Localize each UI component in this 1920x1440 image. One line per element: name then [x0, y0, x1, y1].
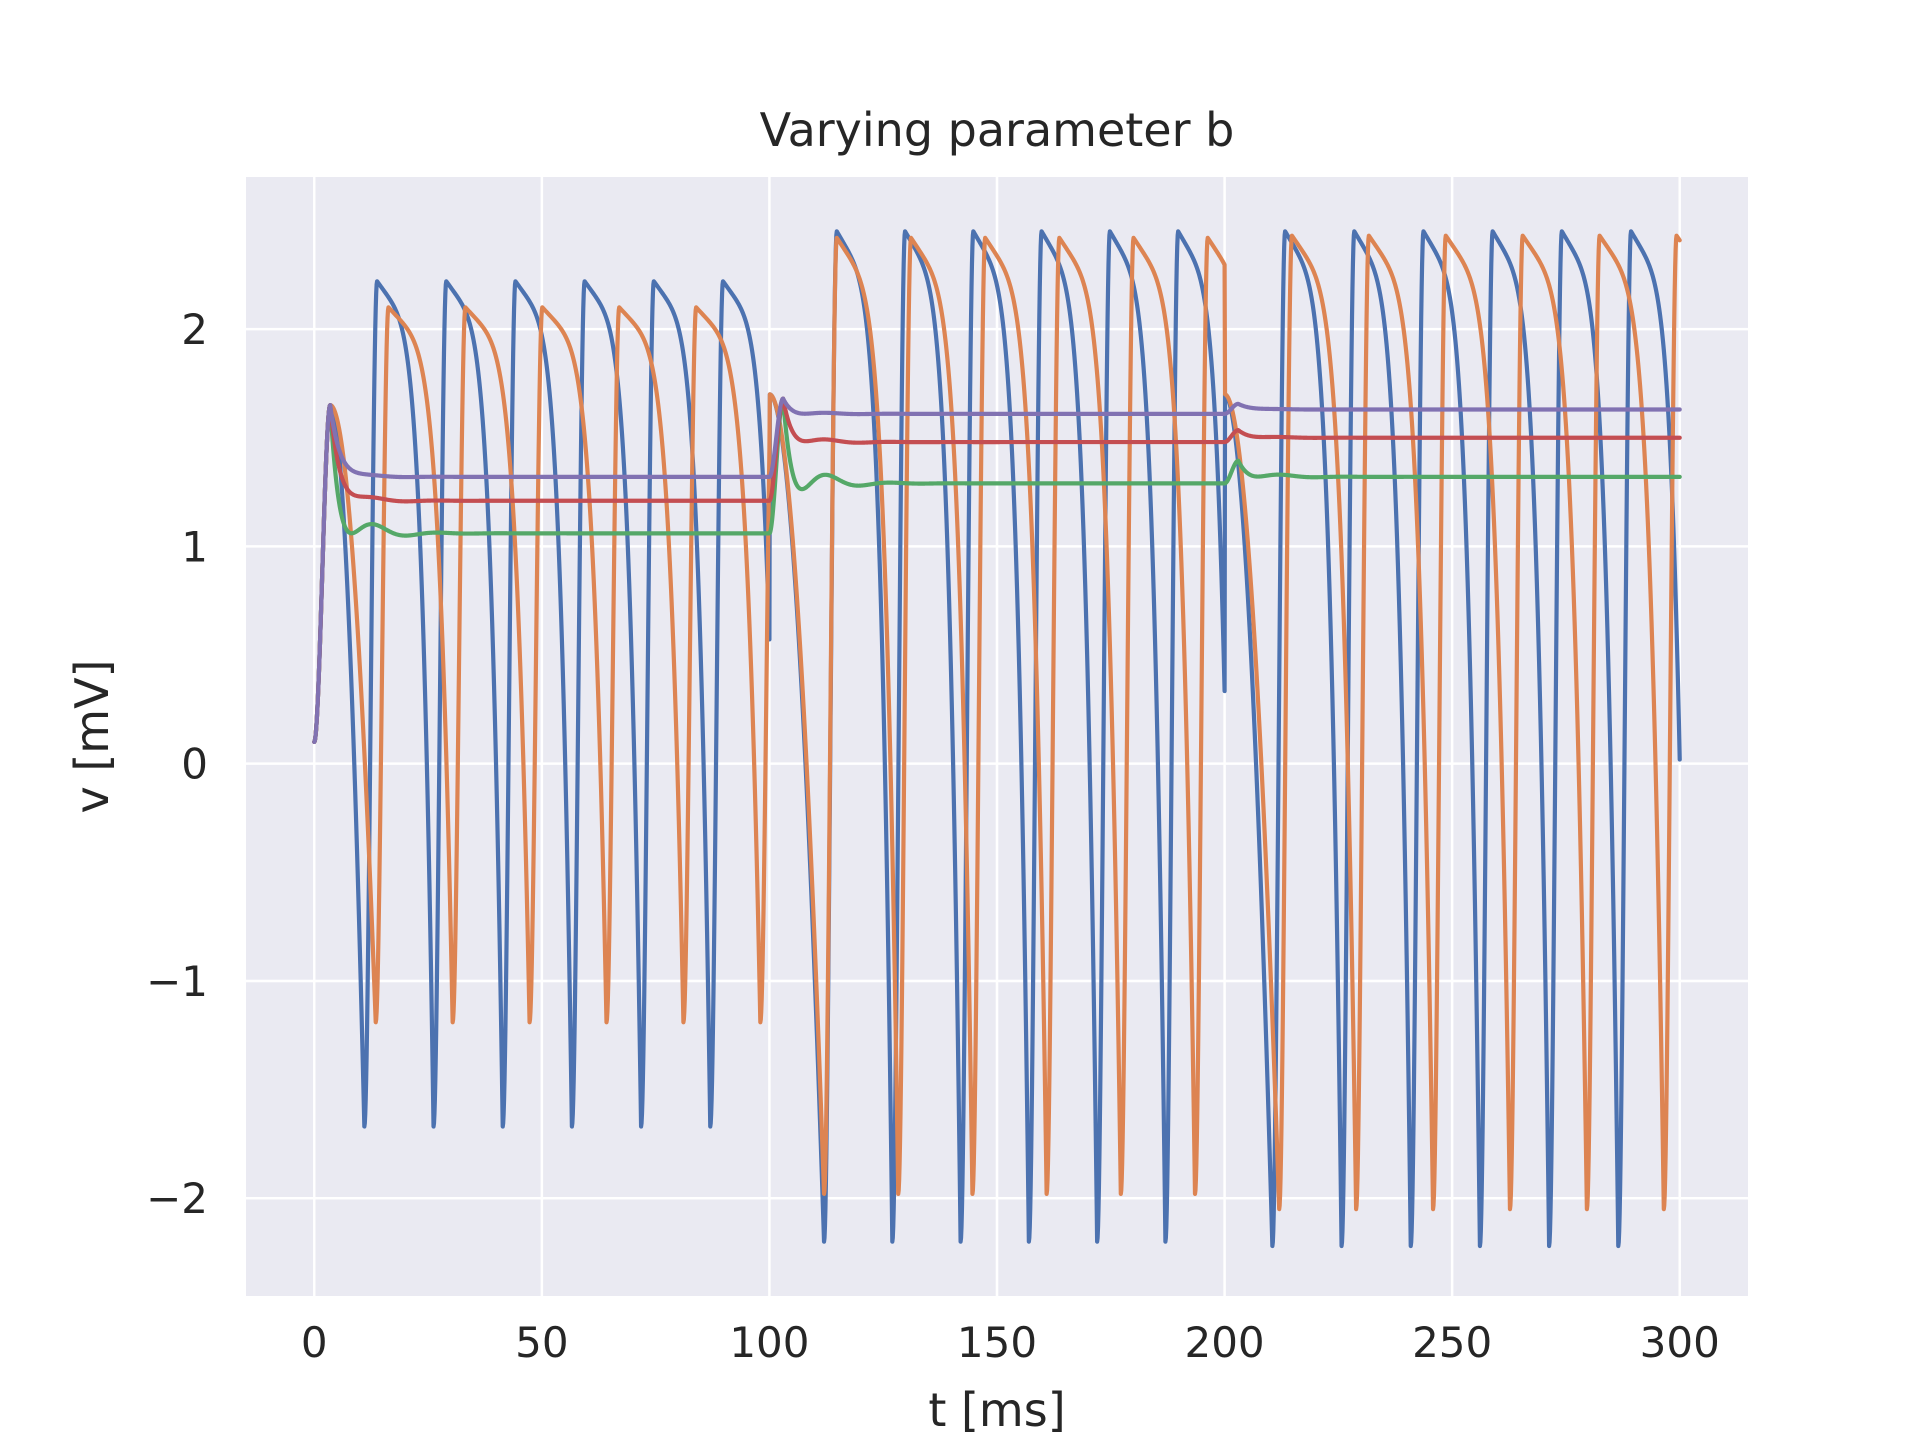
series-line-5	[312, 396, 1682, 745]
series-line-2	[312, 233, 1682, 1212]
x-tick-label: 150	[957, 1318, 1037, 1367]
x-tick-label: 0	[301, 1318, 328, 1367]
x-tick-label: 250	[1412, 1318, 1492, 1367]
x-axis-ticks: 0 50 100 150 200 250 300	[301, 1318, 1720, 1367]
x-tick-label: 100	[729, 1318, 809, 1367]
grid	[246, 177, 1748, 1296]
x-tick-label: 200	[1184, 1318, 1264, 1367]
x-tick-label: 50	[515, 1318, 568, 1367]
y-tick-label: 0	[181, 740, 208, 789]
y-tick-label: −2	[146, 1174, 208, 1223]
x-axis-label: t [ms]	[928, 1383, 1065, 1437]
y-axis-label: v [mV]	[65, 659, 119, 813]
y-axis-ticks: −2 −1 0 1 2	[146, 305, 208, 1223]
series-group	[312, 229, 1682, 1249]
series-line-4	[312, 396, 1682, 745]
series-line-3	[312, 396, 1682, 745]
chart-title: Varying parameter b	[760, 103, 1235, 157]
y-tick-label: −1	[146, 957, 208, 1006]
y-tick-label: 1	[181, 522, 208, 571]
x-tick-label: 300	[1640, 1318, 1720, 1367]
y-tick-label: 2	[181, 305, 208, 354]
